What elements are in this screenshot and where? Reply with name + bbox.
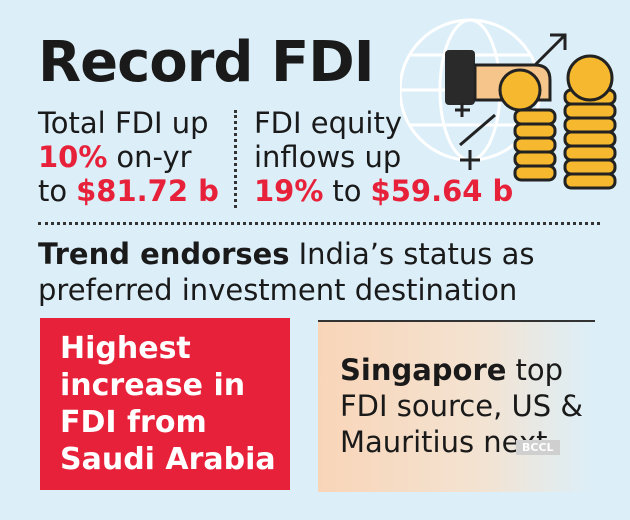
title: Record FDI bbox=[38, 30, 375, 95]
box-line: Mauritius next bbox=[340, 425, 548, 459]
stat-text: to bbox=[38, 174, 68, 208]
highlight: 19% bbox=[254, 174, 324, 208]
box-line: FDI from bbox=[60, 405, 207, 440]
peach-box bbox=[318, 320, 595, 492]
box-bold: Singapore bbox=[340, 353, 507, 387]
red-box-text: Highest increase in FDI from Saudi Arabi… bbox=[60, 330, 276, 478]
stat-line: inflows up bbox=[254, 140, 402, 174]
stat-line: FDI equity bbox=[254, 106, 403, 140]
trend-bold: Trend endorses bbox=[38, 237, 290, 271]
box-text: top bbox=[515, 353, 563, 387]
watermark: BCCL bbox=[516, 440, 560, 455]
trend: Trend endorses India’s status as preferre… bbox=[38, 236, 535, 308]
stat-text: to bbox=[332, 174, 362, 208]
box-line: Saudi Arabia bbox=[60, 442, 276, 477]
icon bbox=[400, 18, 617, 190]
box-line: increase in bbox=[60, 368, 246, 403]
trend-text: India’s status as bbox=[298, 237, 535, 271]
trend-text: preferred investment destination bbox=[38, 273, 518, 307]
amount: $59.64 b bbox=[370, 174, 514, 208]
highlight: 10% bbox=[38, 140, 108, 174]
stat-line: Total FDI up bbox=[38, 106, 209, 140]
amount: $81.72 b bbox=[76, 174, 219, 208]
box-line: Highest bbox=[60, 331, 191, 366]
stat-text: on-yr bbox=[116, 140, 192, 174]
separator bbox=[38, 222, 600, 225]
box-line: FDI source, US & bbox=[340, 389, 583, 423]
peach-box-text: Singapore top FDI source, US & Mauritius … bbox=[340, 352, 583, 460]
stat: Total FDI up 10% on-yr to $81.72 b bbox=[38, 106, 219, 208]
red-box bbox=[40, 318, 290, 490]
stat: FDI equity inflows up 19% to $59.64 b bbox=[254, 106, 513, 208]
separator bbox=[234, 110, 237, 208]
